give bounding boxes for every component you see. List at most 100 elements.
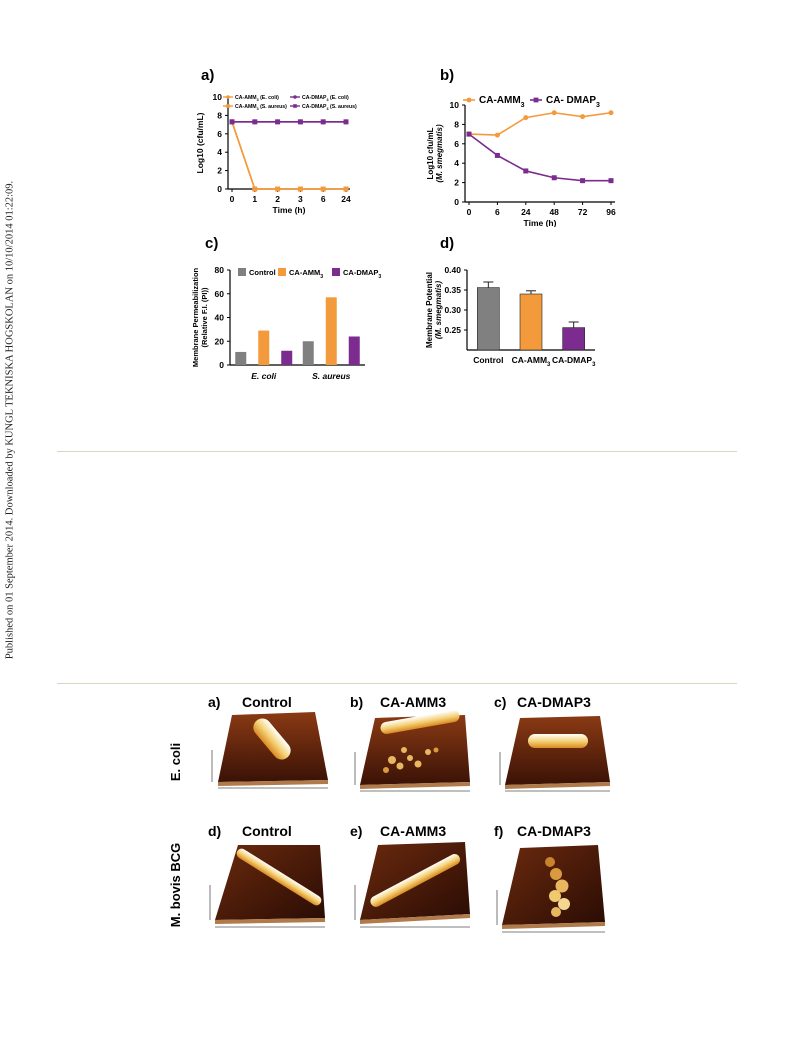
legend-swatch xyxy=(332,268,340,276)
data-point xyxy=(551,175,557,181)
legend-label: CA-AMM3 (E. coli) xyxy=(235,95,279,102)
x-axis-label: Time (h) xyxy=(524,218,557,227)
x-tick-label: 24 xyxy=(521,207,531,217)
legend-marker xyxy=(293,95,297,99)
data-point xyxy=(297,186,303,192)
legend-label: CA-AMM3 xyxy=(289,268,323,280)
bar xyxy=(348,336,360,365)
afm-letter-b: b) xyxy=(350,694,363,710)
y-tick-label: 8 xyxy=(454,119,459,129)
afm-title-b: CA-AMM3 xyxy=(380,694,446,710)
data-point xyxy=(252,186,258,192)
y-tick-label: 2 xyxy=(454,178,459,188)
afm-letter-a: a) xyxy=(208,694,220,710)
y-tick-label: 0.35 xyxy=(444,285,461,295)
legend-label: CA- DMAP3 xyxy=(546,95,600,109)
afm-title-c: CA-DMAP3 xyxy=(517,694,591,710)
y-tick-label: 20 xyxy=(215,336,225,346)
x-tick-label: 24 xyxy=(341,194,351,204)
x-tick-label: 6 xyxy=(495,207,500,217)
afm-image-f xyxy=(496,845,605,933)
y-tick-label: 6 xyxy=(454,139,459,149)
afm-title-a: Control xyxy=(242,694,292,710)
x-tick-label: 2 xyxy=(275,194,280,204)
legend-label: CA-AMM3 (S. aureus) xyxy=(235,104,287,111)
data-point xyxy=(523,168,529,174)
data-point xyxy=(494,152,500,158)
data-point xyxy=(494,132,500,138)
bar xyxy=(562,327,585,351)
y-axis-label: (M. smegmatis) xyxy=(434,281,443,340)
bar xyxy=(302,341,314,365)
x-tick-label: 96 xyxy=(606,207,616,217)
y-tick-label: 40 xyxy=(215,313,225,323)
x-tick-label: S. aureus xyxy=(312,371,351,381)
series-line xyxy=(468,111,612,136)
legend-label: CA-DMAP3 (E. coli) xyxy=(302,95,349,102)
y-axis-label: (Relative F.I. (PI)) xyxy=(200,287,209,348)
data-point xyxy=(275,119,281,125)
afm-figure: E. coli M. bovis BCG a) Control b) CA-AM… xyxy=(168,694,610,933)
afm-title-f: CA-DMAP3 xyxy=(517,823,591,839)
data-point xyxy=(275,186,281,192)
legend-marker xyxy=(226,104,230,108)
y-axis-label: Log10 (cfu/mL) xyxy=(195,112,205,173)
y-tick-label: 60 xyxy=(215,289,225,299)
afm-image-b xyxy=(354,710,470,792)
series-line xyxy=(468,133,611,182)
x-tick-label: 0 xyxy=(230,194,235,204)
x-tick-label: 6 xyxy=(321,194,326,204)
bar xyxy=(258,330,270,365)
legend-label: CA-DMAP3 xyxy=(343,268,381,280)
series-line xyxy=(231,121,346,190)
y-tick-label: 4 xyxy=(454,158,459,168)
legend-label: CA-DMAP3 (S. aureus) xyxy=(302,104,357,111)
panel-letter-b: b) xyxy=(440,67,454,84)
y-axis-label: (M. smegmatis) xyxy=(435,124,444,183)
legend-marker xyxy=(466,97,472,103)
x-tick-label: 48 xyxy=(549,207,559,217)
afm-letter-f: f) xyxy=(494,823,503,839)
y-tick-label: 6 xyxy=(217,129,222,139)
legend-marker xyxy=(226,95,230,99)
legend-marker xyxy=(293,104,297,108)
afm-letter-e: e) xyxy=(350,823,362,839)
legend-swatch xyxy=(238,268,246,276)
chart-d: d) 0.25 0.30 0.35 0.40 Control CA-AMM3 CA-DMAP… xyxy=(425,235,596,368)
data-point xyxy=(343,119,349,125)
data-point xyxy=(466,131,472,137)
panel-letter-d: d) xyxy=(440,235,454,252)
legend-swatch xyxy=(278,268,286,276)
data-point xyxy=(320,186,326,192)
afm-title-e: CA-AMM3 xyxy=(380,823,446,839)
bar xyxy=(281,350,293,365)
x-axis-label: Time (h) xyxy=(273,205,306,215)
y-axis-label: Membrane Permeabilization xyxy=(191,267,200,367)
x-tick-label: CA-DMAP3 xyxy=(552,355,596,368)
data-point xyxy=(343,186,349,192)
afm-image-c xyxy=(499,716,610,792)
data-point xyxy=(551,110,557,116)
legend-label: CA-AMM3 xyxy=(479,95,525,109)
data-point xyxy=(580,178,586,184)
download-notice-text: Published on 01 September 2014. Download… xyxy=(4,180,16,660)
panel-letter-a: a) xyxy=(201,67,214,84)
row-label-ecoli: E. coli xyxy=(168,743,183,781)
divider-top xyxy=(57,451,737,452)
row-label-mbovis: M. bovis BCG xyxy=(168,843,183,928)
afm-letter-d: d) xyxy=(208,823,221,839)
data-point xyxy=(320,119,326,125)
legend-marker xyxy=(533,97,539,103)
afm-image-a xyxy=(211,712,328,789)
y-axis-label: Log10 cfu/mL xyxy=(426,127,435,179)
bar xyxy=(325,297,337,365)
y-tick-label: 8 xyxy=(217,110,222,120)
chart-c: c) 0 20 40 60 80 E. coli S. aureus Membrane Per… xyxy=(191,235,381,381)
y-tick-label: 10 xyxy=(450,100,460,110)
afm-letter-c: c) xyxy=(494,694,506,710)
data-point xyxy=(608,110,614,116)
download-notice: Published on 01 September 2014. Download… xyxy=(2,160,18,680)
y-tick-label: 0 xyxy=(454,197,459,207)
